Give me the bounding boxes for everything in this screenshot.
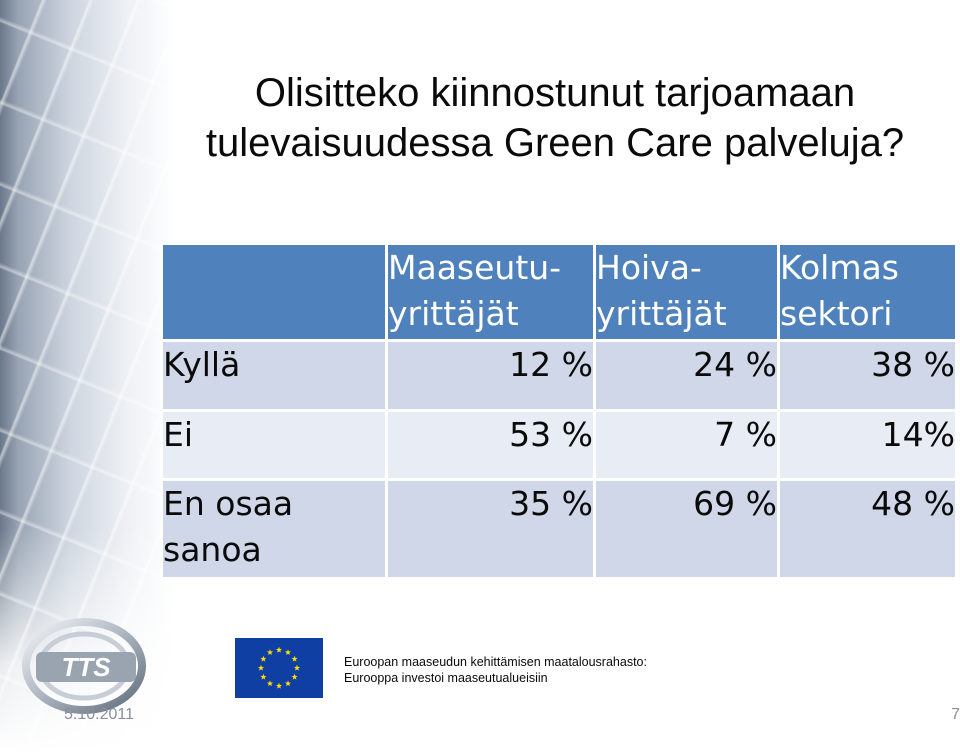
- decorative-fade: [0, 0, 175, 754]
- table-row: Ei 53 % 7 % 14%: [160, 409, 958, 481]
- funding-note: Euroopan maaseudun kehittämisen maatalou…: [344, 654, 647, 686]
- eu-star-icon: [266, 680, 274, 687]
- funding-note-line1: Euroopan maaseudun kehittämisen maatalou…: [344, 655, 647, 669]
- table-cell: 24 %: [593, 339, 780, 412]
- table-corner-cell: [160, 242, 388, 342]
- column-header: Maaseutu- yrittäjät: [385, 242, 596, 342]
- column-header: Hoiva- yrittäjät: [593, 242, 780, 342]
- slide-date: 5.10.2011: [64, 706, 134, 723]
- row-label-line2: sanoa: [163, 530, 262, 569]
- table-cell: 12 %: [385, 339, 596, 412]
- column-header-line2: yrittäjät: [388, 294, 519, 333]
- eu-star-icon: [257, 664, 265, 671]
- row-label: Kyllä: [160, 339, 388, 412]
- page-number: 7: [951, 706, 960, 723]
- results-table: Maaseutu- yrittäjät Hoiva- yrittäjät Kol…: [160, 242, 958, 580]
- column-header-line1: Kolmas: [780, 248, 899, 287]
- eu-star-icon: [293, 664, 301, 671]
- eu-star-icon: [266, 649, 274, 655]
- tts-logo-icon: TTS: [22, 618, 146, 714]
- eu-star-icon: [275, 682, 283, 689]
- table-cell: 48 %: [777, 478, 958, 580]
- column-header-line2: sektori: [780, 294, 893, 333]
- row-label: Ei: [160, 409, 388, 481]
- table-cell: 38 %: [777, 339, 958, 412]
- eu-star-icon: [291, 673, 298, 680]
- eu-star-icon: [284, 680, 292, 687]
- table-cell: 14%: [777, 409, 958, 481]
- eu-star-icon: [284, 649, 292, 655]
- column-header-line1: Hoiva-: [596, 248, 702, 287]
- table-header-row: Maaseutu- yrittäjät Hoiva- yrittäjät Kol…: [160, 242, 958, 342]
- slide-title: Olisitteko kiinnostunut tarjoamaan tulev…: [165, 68, 945, 168]
- column-header-line1: Maaseutu-: [388, 248, 562, 287]
- eu-flag-icon: [235, 638, 323, 698]
- row-label-line1: Ei: [163, 415, 194, 454]
- column-header-line2: yrittäjät: [596, 294, 727, 333]
- row-label-line1: En osaa: [163, 484, 294, 523]
- funding-note-line2: Eurooppa investoi maaseutualueisiin: [344, 671, 548, 685]
- table-cell: 35 %: [385, 478, 596, 580]
- eu-star-icon: [275, 646, 283, 653]
- slide-title-line2: tulevaisuudessa Green Care palveluja?: [205, 121, 905, 165]
- column-header: Kolmas sektori: [777, 242, 958, 342]
- eu-star-icon: [260, 655, 267, 662]
- tts-logo-text: TTS: [61, 652, 111, 682]
- slide-title-line1: Olisitteko kiinnostunut tarjoamaan: [254, 71, 856, 115]
- table-cell: 69 %: [593, 478, 780, 580]
- table-cell: 53 %: [385, 409, 596, 481]
- table-cell: 7 %: [593, 409, 780, 481]
- row-label-line1: Kyllä: [163, 345, 241, 384]
- eu-star-icon: [291, 655, 298, 662]
- table-row: Kyllä 12 % 24 % 38 %: [160, 339, 958, 412]
- eu-star-icon: [260, 673, 267, 680]
- row-label: En osaa sanoa: [160, 478, 388, 580]
- table-row: En osaa sanoa 35 % 69 % 48 %: [160, 478, 958, 580]
